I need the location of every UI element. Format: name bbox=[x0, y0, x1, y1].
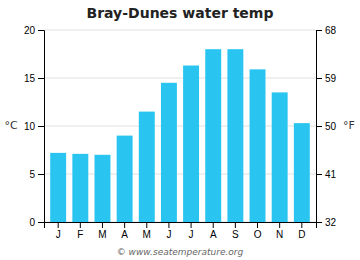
tick: N bbox=[276, 222, 283, 240]
tick: 15 bbox=[24, 73, 44, 84]
tick: M bbox=[143, 222, 151, 240]
tick-label: 59 bbox=[325, 73, 337, 84]
bar bbox=[139, 112, 155, 222]
tick-label: 68 bbox=[325, 25, 337, 36]
tick-mark bbox=[235, 222, 236, 228]
x-axis: JFMAMJJASOND bbox=[45, 222, 317, 240]
bar bbox=[227, 49, 243, 222]
tick: S bbox=[232, 222, 239, 240]
tick-mark bbox=[257, 222, 258, 228]
bar bbox=[205, 49, 221, 222]
tick-label: 15 bbox=[24, 73, 36, 84]
tick: 59 bbox=[316, 73, 337, 84]
bar bbox=[183, 66, 199, 222]
tick-label: J bbox=[56, 229, 61, 240]
tick: D bbox=[298, 222, 305, 240]
tick-mark bbox=[301, 222, 302, 228]
tick: 5 bbox=[29, 169, 44, 180]
tick-label: A bbox=[210, 229, 217, 240]
tick-label: J bbox=[189, 229, 194, 240]
y-axis-label: °C bbox=[4, 119, 18, 132]
y2-axis-label: °F bbox=[343, 119, 355, 132]
tick-label: 5 bbox=[29, 169, 35, 180]
tick-mark bbox=[80, 222, 81, 228]
tick-label: A bbox=[121, 229, 128, 240]
tick-mark bbox=[191, 222, 192, 228]
tick-mark bbox=[168, 222, 169, 228]
tick-label: N bbox=[276, 229, 283, 240]
bar bbox=[50, 153, 66, 222]
tick-mark bbox=[38, 126, 44, 127]
bar bbox=[117, 136, 133, 222]
tick-label: M bbox=[98, 229, 106, 240]
tick-mark bbox=[38, 174, 44, 175]
tick-label: D bbox=[298, 229, 305, 240]
bar bbox=[272, 92, 288, 222]
grid-line bbox=[44, 78, 316, 79]
bars bbox=[50, 49, 310, 222]
tick: 68 bbox=[316, 25, 337, 36]
tick: 41 bbox=[316, 169, 337, 180]
tick-mark bbox=[58, 222, 59, 228]
tick: A bbox=[121, 222, 128, 240]
tick-label: 10 bbox=[24, 121, 36, 132]
tick: 0 bbox=[29, 217, 44, 228]
tick-label: O bbox=[254, 229, 262, 240]
bar bbox=[161, 83, 177, 222]
tick: J bbox=[56, 222, 61, 240]
title: Bray-Dunes water temp bbox=[87, 5, 274, 21]
axis-line bbox=[38, 31, 45, 223]
chart: J F M A M J J A S O N D 0 5 10 15 20 32 41 50 59 68 °C °F Bray-D… bbox=[0, 0, 360, 260]
tick-mark bbox=[279, 222, 280, 228]
tick-mark bbox=[316, 30, 322, 31]
tick: O bbox=[254, 222, 262, 240]
y2-axis: 32 41 50 59 68 bbox=[316, 25, 337, 228]
tick-label: 50 bbox=[325, 121, 337, 132]
tick-label: F bbox=[77, 229, 83, 240]
bar bbox=[95, 155, 111, 222]
annotation: © www.seatemperature.org bbox=[117, 247, 244, 257]
tick: F bbox=[77, 222, 83, 240]
tick-label: 41 bbox=[325, 169, 337, 180]
tick-mark bbox=[38, 78, 44, 79]
tick-mark bbox=[38, 30, 44, 31]
tick-mark bbox=[316, 174, 322, 175]
tick-label: 0 bbox=[29, 217, 35, 228]
tick: 50 bbox=[316, 121, 337, 132]
tick: J bbox=[189, 222, 194, 240]
tick-mark bbox=[102, 222, 103, 228]
tick-mark bbox=[124, 222, 125, 228]
axis-line bbox=[45, 223, 317, 229]
bar bbox=[250, 69, 266, 222]
tick: M bbox=[98, 222, 106, 240]
bar bbox=[72, 154, 88, 222]
y-axis: 0 5 10 15 20 bbox=[24, 25, 45, 228]
tick-label: 32 bbox=[325, 217, 337, 228]
grid bbox=[44, 30, 316, 222]
tick-label: J bbox=[166, 229, 171, 240]
tick: 32 bbox=[316, 217, 337, 228]
axis-line bbox=[317, 31, 323, 223]
tick-label: S bbox=[232, 229, 239, 240]
tick-mark bbox=[316, 126, 322, 127]
tick-mark bbox=[316, 78, 322, 79]
tick-mark bbox=[38, 222, 44, 223]
tick: 20 bbox=[24, 25, 44, 36]
tick-mark bbox=[213, 222, 214, 228]
tick-label: 20 bbox=[24, 25, 36, 36]
tick: A bbox=[210, 222, 217, 240]
tick: 10 bbox=[24, 121, 44, 132]
grid-line bbox=[44, 30, 316, 31]
bar bbox=[294, 123, 310, 222]
tick-label: M bbox=[143, 229, 151, 240]
tick-mark bbox=[316, 222, 322, 223]
tick: J bbox=[166, 222, 171, 240]
tick-mark bbox=[146, 222, 147, 228]
